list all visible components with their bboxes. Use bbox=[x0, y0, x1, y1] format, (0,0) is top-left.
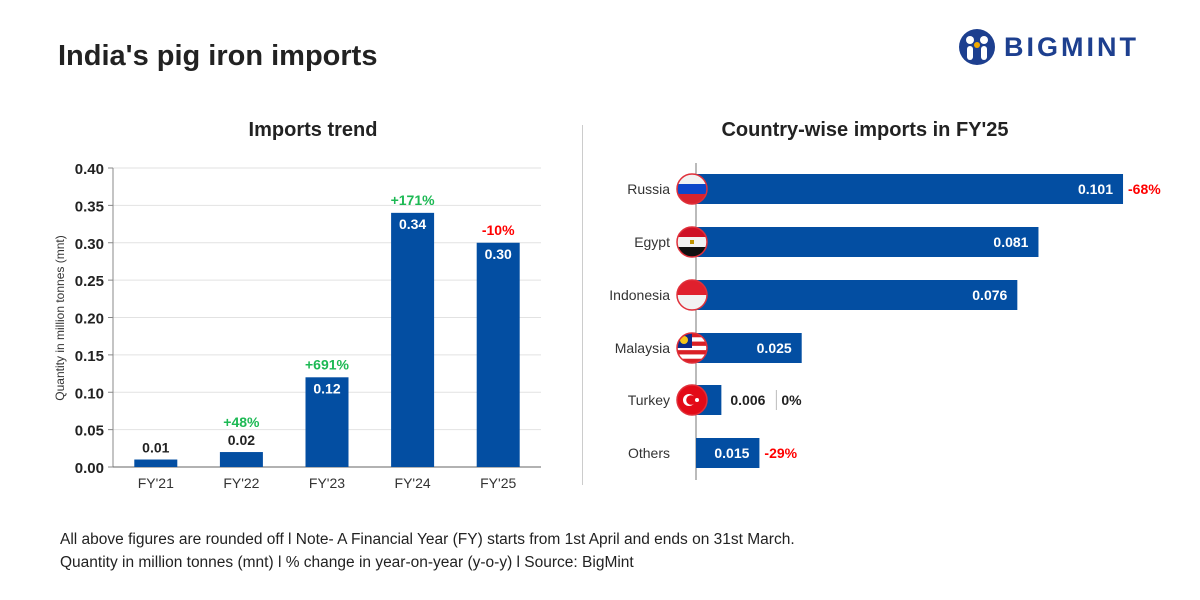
flag-stripe bbox=[677, 350, 707, 355]
change-label: +48% bbox=[223, 414, 260, 430]
bar-FY'23 bbox=[305, 377, 349, 467]
bar-others bbox=[696, 438, 760, 468]
page-title: India's pig iron imports bbox=[58, 40, 378, 72]
y-axis-label: Quantity in million tonnes (mnt) bbox=[53, 235, 67, 400]
y-tick-label: 0.40 bbox=[75, 161, 104, 178]
flag bbox=[677, 280, 707, 310]
data-label: 0.30 bbox=[485, 246, 512, 262]
flag-stripe bbox=[677, 354, 707, 360]
flag-stripe bbox=[677, 280, 707, 296]
category-label: Russia bbox=[627, 181, 670, 197]
emblem bbox=[690, 240, 694, 244]
category-label: Egypt bbox=[634, 234, 670, 250]
flag-border bbox=[676, 332, 708, 364]
category-label: Malaysia bbox=[615, 340, 670, 356]
y-tick-label: 0.35 bbox=[75, 198, 104, 215]
category-label: Others bbox=[628, 445, 670, 461]
bar-FY'25 bbox=[476, 242, 520, 467]
crescent-cut bbox=[686, 395, 696, 405]
y-tick-label: 0.30 bbox=[75, 236, 104, 253]
category-label: Indonesia bbox=[609, 287, 670, 303]
flag-border bbox=[676, 226, 708, 258]
x-tick-label: FY'22 bbox=[223, 475, 259, 491]
change-label: 0% bbox=[781, 392, 802, 408]
x-tick-label: FY'25 bbox=[480, 475, 516, 491]
flag-border bbox=[676, 384, 708, 416]
indonesia-flag-icon bbox=[676, 279, 708, 311]
star bbox=[695, 398, 699, 402]
footer-note-1: All above figures are rounded off l Note… bbox=[60, 531, 795, 548]
turkey-flag-icon bbox=[676, 384, 708, 416]
flag-stripe bbox=[677, 358, 707, 363]
footer-note-2: Quantity in million tonnes (mnt) l % cha… bbox=[60, 554, 634, 571]
data-label: 0.01 bbox=[142, 440, 169, 456]
x-tick-label: FY'24 bbox=[395, 475, 431, 491]
flag-stripe bbox=[677, 174, 707, 185]
change-label: +691% bbox=[305, 356, 350, 372]
logo-icon bbox=[959, 29, 995, 65]
y-tick-label: 0.20 bbox=[75, 311, 104, 328]
bar-FY'24 bbox=[391, 212, 435, 467]
data-label: 0.101 bbox=[1078, 181, 1113, 197]
x-tick-label: FY'21 bbox=[138, 475, 174, 491]
flag-border bbox=[676, 279, 708, 311]
flag-stripe bbox=[677, 227, 707, 238]
bar-indonesia bbox=[696, 280, 1018, 310]
bigmint-logo: BIGMINT bbox=[958, 28, 1139, 66]
country-imports-chart: Russia 0.101 -68% Egypt 0.081 Indonesia 0.076 M… bbox=[609, 163, 1161, 480]
y-tick-label: 0.25 bbox=[75, 273, 104, 290]
data-label: 0.015 bbox=[714, 445, 749, 461]
divider bbox=[582, 125, 583, 485]
flag-stripe bbox=[677, 184, 707, 195]
crescent bbox=[680, 336, 688, 344]
change-label: -68% bbox=[1128, 181, 1161, 197]
flag-stripe bbox=[677, 295, 707, 310]
flag-stripe bbox=[677, 247, 707, 257]
data-label: 0.081 bbox=[993, 234, 1028, 250]
bar-egypt bbox=[696, 227, 1039, 257]
flag bbox=[677, 174, 707, 204]
flag bbox=[677, 385, 707, 415]
data-label: 0.025 bbox=[757, 340, 792, 356]
data-label: 0.006 bbox=[730, 392, 765, 408]
y-tick-label: 0.15 bbox=[75, 348, 104, 365]
y-tick-label: 0.00 bbox=[75, 460, 104, 477]
change-label: -29% bbox=[764, 445, 797, 461]
data-label: 0.076 bbox=[972, 287, 1007, 303]
bar-russia bbox=[696, 174, 1124, 204]
flag-stripe bbox=[677, 194, 707, 204]
change-label: -10% bbox=[482, 222, 515, 238]
y-tick-label: 0.10 bbox=[75, 385, 104, 402]
data-label: 0.02 bbox=[228, 432, 255, 448]
imports-trend-chart: 0.00 0.05 0.10 0.15 0.20 0.25 0.30 0.35 0.40 Quan… bbox=[53, 161, 541, 491]
data-label: 0.12 bbox=[313, 380, 340, 396]
flag bbox=[677, 227, 707, 257]
category-label: Turkey bbox=[628, 392, 670, 408]
change-label: +171% bbox=[391, 192, 436, 208]
egypt-flag-icon bbox=[676, 226, 708, 258]
malaysia-flag-icon bbox=[676, 332, 708, 364]
data-label: 0.34 bbox=[399, 216, 426, 232]
russia-flag-icon bbox=[676, 173, 708, 205]
logo-text: BIGMINT bbox=[1004, 31, 1139, 62]
flag-stripe bbox=[677, 345, 707, 351]
trend-chart-title: Imports trend bbox=[248, 119, 378, 141]
y-tick-label: 0.05 bbox=[75, 423, 104, 440]
bar-FY'21 bbox=[134, 459, 178, 467]
bar-FY'22 bbox=[219, 452, 263, 467]
country-chart-title: Country-wise imports in FY'25 bbox=[721, 119, 1009, 141]
flag-border bbox=[676, 173, 708, 205]
x-tick-label: FY'23 bbox=[309, 475, 345, 491]
bar-malaysia bbox=[696, 333, 802, 363]
